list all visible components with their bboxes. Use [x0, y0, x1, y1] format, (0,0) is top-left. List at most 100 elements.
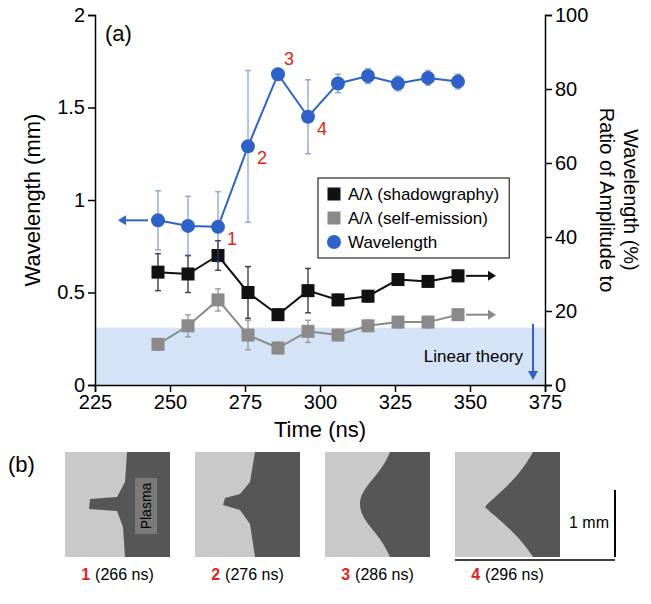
image-panel [455, 452, 560, 557]
title-line: Ratio of Amplitude to [596, 108, 618, 293]
data-point [362, 319, 375, 332]
data-point [331, 76, 345, 90]
tick: 40 [545, 226, 577, 248]
tick-label: 275 [229, 391, 262, 413]
y-axis-line [88, 16, 96, 386]
image-time: (276 ns) [225, 566, 284, 583]
annotations: 1234Linear theory(a) [105, 21, 538, 380]
tick-mark [545, 15, 552, 17]
data-point [182, 268, 195, 281]
series-line [158, 300, 458, 348]
tick: 80 [545, 78, 577, 100]
legend-marker [328, 188, 341, 201]
tick: 0 [545, 374, 566, 396]
image-caption: 3(286 ns) [341, 566, 414, 583]
scale-bar [455, 490, 615, 560]
tick-mark [545, 311, 552, 313]
tick: 250 [154, 385, 187, 413]
image-panel [195, 452, 300, 557]
tick: 0 [74, 374, 95, 396]
data-point [422, 316, 435, 329]
axis-arrow [118, 215, 148, 225]
panel-label: (b) [8, 452, 35, 477]
image-caption: 2 (276 ns) [211, 566, 284, 583]
band [95, 328, 545, 385]
axis-arrow [466, 310, 496, 320]
label-patch [135, 478, 157, 534]
tick: 100 [545, 4, 588, 26]
series-points [151, 67, 465, 262]
series-line [158, 256, 458, 315]
tick-mark [545, 89, 552, 91]
data-point [301, 110, 315, 124]
tick: 300 [304, 385, 337, 413]
plasma-shape [89, 452, 170, 557]
tick-mark [545, 237, 552, 239]
legend-label: A/λ (self-emission) [348, 209, 488, 228]
data-point [361, 69, 375, 83]
data-point [211, 220, 225, 234]
tick-label: 1.5 [57, 96, 85, 118]
tick: 20 [545, 300, 577, 322]
scale-bar-label: 1 mm [569, 514, 609, 531]
tick-label: 0 [74, 374, 85, 396]
data-point [152, 266, 165, 279]
data-point [452, 269, 465, 282]
image-caption: 4 (296 ns) [471, 566, 544, 583]
tick-mark [545, 385, 552, 387]
data-point [152, 338, 165, 351]
tick: 1 [74, 189, 95, 211]
tick-label: 20 [555, 300, 577, 322]
tick-label: 2 [74, 4, 85, 26]
data-point [212, 293, 225, 306]
image-number: 2 [211, 566, 220, 583]
tick: 60 [545, 152, 577, 174]
tick-label: 100 [555, 4, 588, 26]
data-point [392, 316, 405, 329]
tick-label: 350 [454, 391, 487, 413]
data-point [242, 329, 255, 342]
data-point [391, 76, 405, 90]
figure: 22525027530032535037500.511.520204060801… [0, 0, 651, 604]
data-point [272, 342, 285, 355]
data-point [272, 308, 285, 321]
image-bg [455, 452, 560, 557]
y-axis-title: Wavelength (mm) [20, 114, 45, 287]
tick: 275 [229, 385, 262, 413]
image-bg [195, 452, 300, 557]
point-label: 1 [227, 229, 237, 249]
y2-axis-line [546, 16, 553, 386]
tick-mark [88, 200, 95, 202]
title-line: Wavelength (%) [620, 129, 642, 271]
tick: 0.5 [57, 281, 95, 303]
legend-label: A/λ (shadowgraphy) [348, 185, 499, 204]
plasma-shape [485, 452, 560, 557]
point-label: 4 [317, 119, 327, 139]
legend: A/λ (shadowgraphy)A/λ (self-emission)Wav… [318, 178, 509, 258]
tick-mark [545, 163, 552, 165]
tick: 1.5 [57, 96, 95, 118]
y2-axis-title: Ratio of Amplitude toWavelength (%) [596, 108, 642, 293]
data-point [362, 290, 375, 303]
tick-label: 0.5 [57, 281, 85, 303]
legend-marker [328, 212, 341, 225]
plasma-label: Plasma [138, 482, 154, 529]
image-number: 4 [471, 566, 480, 583]
data-point [182, 319, 195, 332]
image-time: (296 ns) [485, 566, 544, 583]
tick-label: 60 [555, 152, 577, 174]
data-point [242, 286, 255, 299]
x-axis: 225250275300325350375 [79, 385, 562, 413]
tick-label: 0 [555, 374, 566, 396]
image-bg [65, 452, 170, 557]
image-panel [325, 452, 430, 557]
data-point [271, 67, 285, 81]
plasma-shape [223, 452, 300, 557]
band-arrow [528, 324, 538, 380]
point-label: 3 [284, 49, 294, 69]
tick-mark [88, 385, 95, 387]
data-point [392, 273, 405, 286]
tick-label: 80 [555, 78, 577, 100]
image-number: 1 [81, 566, 90, 583]
tick-label: 300 [304, 391, 337, 413]
